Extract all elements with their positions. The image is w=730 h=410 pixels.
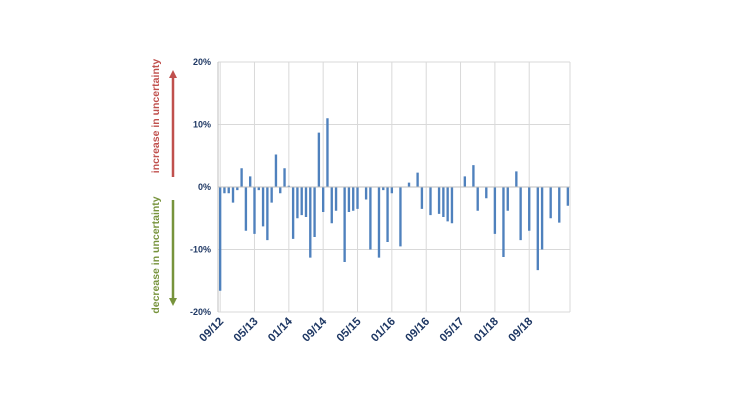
bar-series — [218, 118, 570, 291]
x-tick-label: 01/14 — [266, 315, 295, 344]
bar — [279, 187, 282, 194]
bar — [558, 187, 561, 223]
bar — [502, 187, 505, 257]
bar — [266, 187, 269, 241]
bar — [463, 176, 467, 188]
x-tick-label: 01/18 — [472, 315, 501, 344]
bar — [450, 187, 454, 224]
bar — [382, 187, 385, 191]
x-tick-label: 05/15 — [335, 315, 364, 344]
bar — [274, 154, 278, 187]
bar — [485, 187, 488, 199]
bar — [364, 187, 368, 200]
y-tick-label: 10% — [193, 120, 211, 130]
bar — [270, 187, 273, 203]
bar — [407, 182, 411, 188]
bar — [244, 187, 248, 231]
bar — [257, 187, 260, 191]
bar — [347, 187, 351, 212]
bar — [223, 187, 226, 194]
bar — [317, 132, 321, 188]
bar — [390, 187, 394, 194]
x-tick-label: 09/18 — [507, 315, 536, 344]
bar — [446, 187, 449, 222]
bar — [528, 187, 531, 231]
decrease-label: decrease in uncertainty — [150, 196, 162, 313]
bar — [240, 168, 243, 187]
y-tick-label: -20% — [190, 307, 211, 317]
bar — [352, 187, 355, 211]
bar — [493, 187, 497, 234]
y-tick-label: 0% — [198, 182, 211, 192]
bar — [231, 187, 235, 203]
bar — [326, 118, 329, 187]
bar — [472, 165, 475, 188]
bar — [476, 187, 479, 211]
bar — [343, 187, 346, 262]
x-tick-label: 09/14 — [300, 315, 329, 344]
bar — [321, 187, 325, 212]
bar — [309, 187, 312, 258]
bar — [283, 168, 286, 187]
bar — [377, 187, 381, 258]
bar — [369, 187, 372, 250]
bar — [334, 187, 338, 211]
x-axis-ticks: 09/12 05/13 01/14 09/14 05/15 01/16 09/16 05/17… — [197, 315, 535, 344]
bar — [236, 187, 239, 191]
bar — [416, 172, 419, 188]
bar — [566, 187, 570, 206]
bar — [429, 187, 432, 216]
bar — [261, 187, 265, 227]
bar — [549, 187, 552, 219]
x-tick-label: 05/13 — [232, 316, 261, 345]
x-tick-label: 09/16 — [403, 316, 432, 345]
bar — [249, 176, 252, 188]
bar — [437, 187, 441, 214]
bar — [442, 187, 445, 217]
bar — [291, 187, 295, 239]
bar — [356, 187, 359, 209]
bar — [519, 187, 522, 241]
x-tick-label: 01/16 — [369, 316, 398, 345]
bar — [287, 185, 291, 187]
y-tick-label: 20% — [193, 57, 211, 67]
bar — [399, 187, 402, 247]
bar — [296, 187, 299, 219]
y-tick-label: -10% — [190, 245, 211, 255]
bar — [253, 187, 256, 234]
x-tick-label: 05/17 — [438, 316, 467, 345]
x-tick-label: 09/12 — [197, 316, 226, 345]
bar — [420, 187, 424, 209]
increase-label: increase in uncertainty — [150, 59, 162, 174]
bar — [218, 187, 222, 291]
bar — [540, 187, 544, 250]
bar — [386, 187, 389, 242]
bar — [227, 187, 230, 194]
bar — [330, 187, 333, 224]
bar — [300, 187, 303, 216]
bar — [536, 187, 539, 271]
bar — [304, 187, 308, 217]
y-axis-ticks: 20% 10% 0% -10% -20% — [190, 57, 211, 317]
bar — [515, 171, 518, 188]
bar — [313, 187, 316, 237]
bar — [506, 187, 509, 211]
